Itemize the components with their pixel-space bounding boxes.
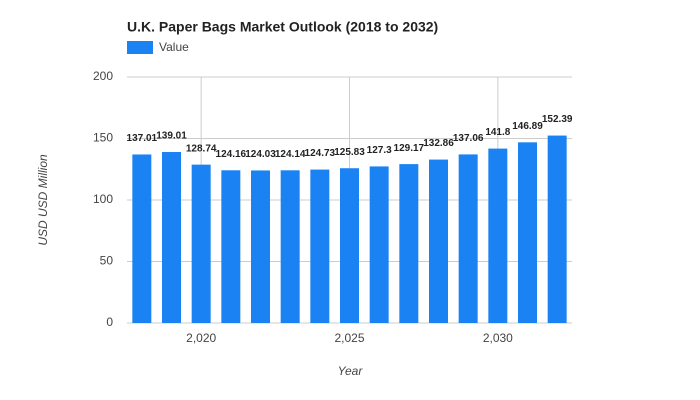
bar <box>518 142 537 323</box>
bar <box>488 148 508 323</box>
data-label: 139.01 <box>156 131 187 142</box>
data-label: 124.16 <box>216 149 247 160</box>
data-label: 146.89 <box>512 121 543 132</box>
x-tick-label: 2,020 <box>186 331 216 345</box>
bar <box>280 170 300 323</box>
chart-title: U.K. Paper Bags Market Outlook (2018 to … <box>127 19 438 35</box>
bar <box>251 170 270 323</box>
y-tick-label: 200 <box>93 69 113 83</box>
bar <box>340 168 359 323</box>
data-label: 152.39 <box>542 114 573 125</box>
x-tick-label: 2,025 <box>334 331 364 345</box>
data-label: 128.74 <box>186 143 217 154</box>
bar <box>399 164 419 323</box>
x-axis-label: Year <box>338 364 364 378</box>
data-label: 124.73 <box>305 148 336 159</box>
bar <box>458 154 478 323</box>
bar <box>310 169 330 323</box>
bar <box>162 152 181 323</box>
bar <box>429 159 448 323</box>
data-label: 137.01 <box>127 133 158 144</box>
data-label: 141.8 <box>485 127 510 138</box>
data-label: 127.3 <box>367 145 392 156</box>
y-tick-label: 0 <box>106 315 113 329</box>
bar <box>191 164 211 323</box>
bar <box>369 166 389 323</box>
data-label: 124.03 <box>245 149 276 160</box>
bar <box>132 154 152 323</box>
y-tick-label: 100 <box>93 192 113 206</box>
legend-swatch <box>127 41 153 54</box>
data-label: 125.83 <box>334 147 365 158</box>
bar <box>221 170 241 323</box>
data-label: 132.86 <box>423 138 454 149</box>
x-tick-label: 2,030 <box>483 331 513 345</box>
data-label: 129.17 <box>394 143 425 154</box>
bar <box>547 135 567 323</box>
y-axis-label: USD USD Million <box>36 154 50 246</box>
data-label: 137.06 <box>453 133 484 144</box>
y-tick-label: 50 <box>100 254 114 268</box>
data-label: 124.14 <box>275 149 306 160</box>
legend-label: Value <box>159 40 189 54</box>
y-tick-label: 150 <box>93 131 113 145</box>
